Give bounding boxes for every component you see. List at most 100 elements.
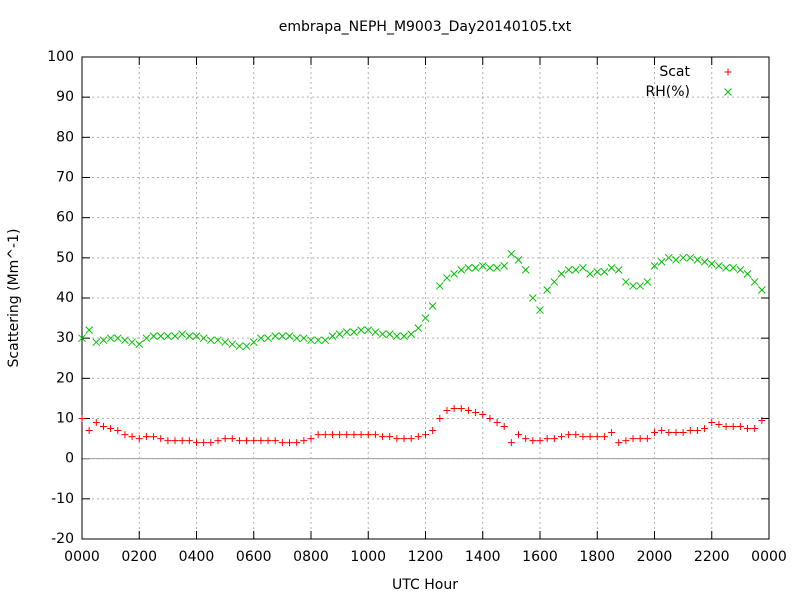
point <box>343 431 351 439</box>
point <box>615 439 623 447</box>
point <box>522 435 530 443</box>
y-tick-label: 40 <box>56 290 74 306</box>
point <box>536 306 544 314</box>
point <box>142 433 150 441</box>
point <box>328 431 336 439</box>
point <box>515 431 523 439</box>
point <box>629 282 637 290</box>
x-tick-label: 1400 <box>465 549 501 565</box>
point <box>257 334 265 343</box>
point <box>507 439 515 447</box>
point <box>264 437 272 445</box>
point <box>85 326 94 334</box>
point <box>171 332 179 341</box>
point <box>643 435 651 443</box>
point <box>493 264 501 272</box>
point <box>679 429 687 437</box>
point <box>149 332 158 341</box>
point <box>693 427 701 435</box>
point <box>571 266 580 274</box>
point <box>393 332 401 341</box>
x-tick-label: 0000 <box>64 549 100 565</box>
point <box>586 433 594 441</box>
point <box>557 270 566 278</box>
point <box>264 334 272 343</box>
point <box>228 340 237 349</box>
point <box>307 336 315 345</box>
point <box>421 314 430 322</box>
point <box>600 433 608 441</box>
point <box>715 262 723 270</box>
point <box>243 437 251 445</box>
point <box>450 270 458 278</box>
point <box>478 262 487 270</box>
point <box>722 264 730 272</box>
point <box>207 439 215 447</box>
point <box>608 429 616 437</box>
point <box>142 334 151 343</box>
point <box>729 264 738 272</box>
y-tick-label: 100 <box>47 49 74 65</box>
point <box>457 266 466 274</box>
point <box>593 433 601 441</box>
x-tick-label: 0800 <box>293 549 329 565</box>
point <box>221 435 229 443</box>
point <box>157 435 165 443</box>
point <box>185 437 193 445</box>
point <box>321 336 330 345</box>
point <box>128 433 136 441</box>
point <box>572 431 580 439</box>
point <box>357 326 365 334</box>
x-tick-label: 0000 <box>751 549 787 565</box>
point <box>185 332 194 341</box>
point <box>751 425 759 433</box>
point <box>614 266 623 274</box>
point <box>686 427 694 435</box>
point <box>422 431 429 439</box>
point <box>135 340 144 349</box>
point <box>379 433 387 441</box>
plot-frame <box>81 56 770 540</box>
point <box>107 425 115 433</box>
y-tick-label: 50 <box>56 250 74 266</box>
point <box>636 282 645 290</box>
point <box>471 264 480 272</box>
point <box>457 404 465 412</box>
point <box>99 336 108 345</box>
point <box>221 338 229 347</box>
point <box>757 286 766 294</box>
point <box>214 336 222 345</box>
point <box>214 437 222 445</box>
point <box>135 435 143 443</box>
point <box>99 423 107 431</box>
point <box>729 423 737 431</box>
point <box>722 423 730 431</box>
point <box>715 421 723 429</box>
point <box>407 435 415 443</box>
point <box>586 270 594 278</box>
point <box>536 437 544 445</box>
legend-marker <box>724 88 732 96</box>
point <box>228 435 236 443</box>
point <box>736 266 745 274</box>
chart-title: embrapa_NEPH_M9003_Day20140105.txt <box>279 19 572 35</box>
y-tick-label: 70 <box>56 170 74 186</box>
point <box>364 326 373 334</box>
point <box>507 249 516 258</box>
point <box>164 437 172 445</box>
point <box>486 264 494 272</box>
y-tick-label: -20 <box>51 531 74 547</box>
point <box>514 255 523 264</box>
point <box>293 439 301 447</box>
point <box>285 332 294 341</box>
point <box>758 417 766 425</box>
legend-marker <box>724 68 732 76</box>
point <box>156 332 165 341</box>
x-tick-label: 0200 <box>121 549 157 565</box>
point <box>500 423 508 431</box>
point <box>543 286 552 294</box>
point <box>364 431 372 439</box>
y-tick-label: 60 <box>56 210 74 226</box>
